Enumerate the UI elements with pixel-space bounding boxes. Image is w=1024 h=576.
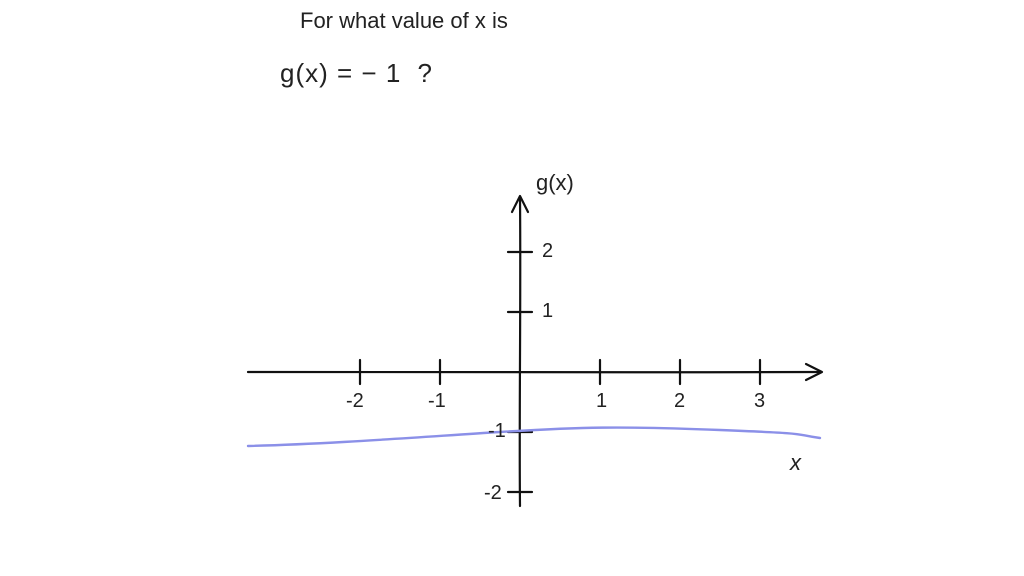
y-axis-label: g(x) bbox=[536, 170, 574, 196]
label-y-1: 1 bbox=[542, 300, 553, 323]
label-x-neg2: -2 bbox=[346, 390, 364, 413]
x-axis-label: x bbox=[790, 450, 801, 476]
label-y-neg1: -1 bbox=[488, 420, 506, 443]
label-x-neg1: -1 bbox=[428, 390, 446, 413]
whiteboard: For what value of x is g(x) = − 1 ? g(x)… bbox=[0, 0, 1024, 576]
graph-svg bbox=[0, 0, 1024, 576]
x-axis bbox=[248, 372, 820, 373]
label-x-3: 3 bbox=[754, 390, 765, 413]
label-y-neg2: -2 bbox=[484, 482, 502, 505]
curve-gx bbox=[248, 428, 820, 446]
label-x-1: 1 bbox=[596, 390, 607, 413]
y-axis bbox=[520, 198, 521, 506]
label-x-2: 2 bbox=[674, 390, 685, 413]
label-y-2: 2 bbox=[542, 240, 553, 263]
